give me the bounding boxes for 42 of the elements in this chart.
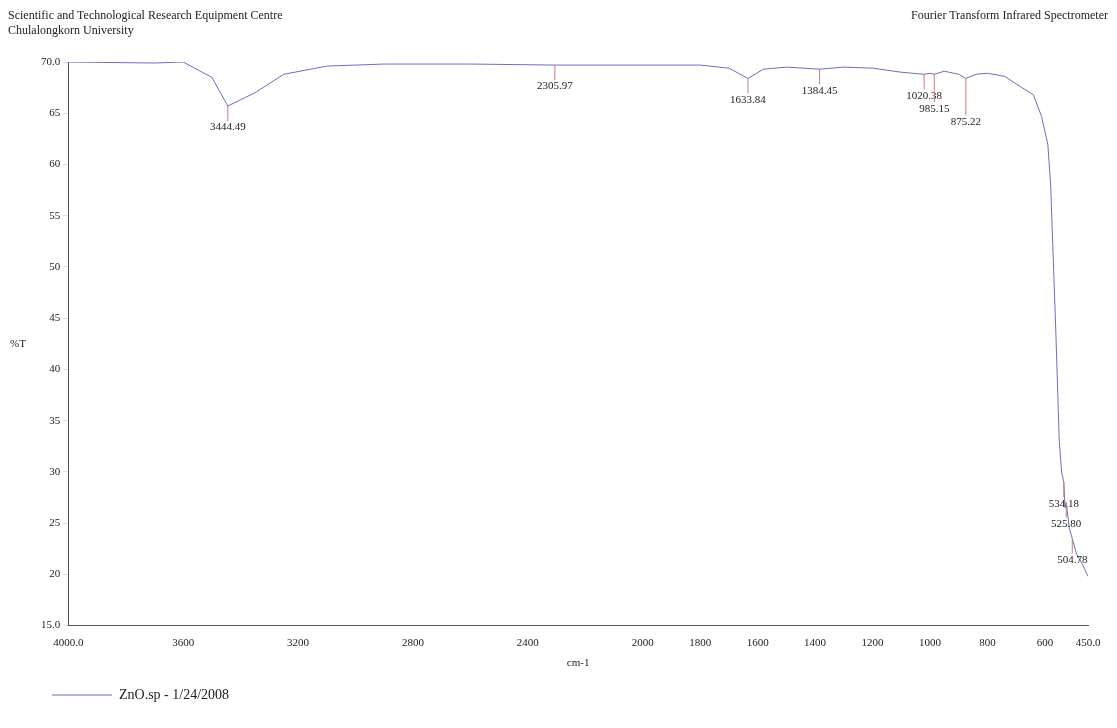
- x-tick-label: 2800: [401, 636, 425, 649]
- y-tick-label: 25: [49, 516, 61, 529]
- x-tick-label: 600: [1036, 636, 1054, 649]
- annotation: 1020.38: [906, 88, 943, 101]
- chart-subtitle: Chulalongkorn University: [8, 23, 135, 38]
- annotation: 504.78: [1057, 552, 1088, 565]
- annotation: 1633.84: [730, 92, 767, 105]
- x-tick-label: 450.0: [1075, 636, 1101, 649]
- annotation: 3444.49: [209, 120, 247, 133]
- x-tick-label: 2400: [516, 636, 540, 649]
- y-tick-label: 35: [49, 413, 61, 426]
- x-axis-title: cm-1: [566, 656, 590, 669]
- chart-title: Scientific and Technological Research Equipment Centre: [8, 8, 283, 23]
- y-tick-label: 70.0: [41, 54, 61, 67]
- annotation: 534.18: [1048, 496, 1080, 509]
- y-axis-title: %T: [10, 336, 27, 349]
- x-tick-label: 1600: [746, 636, 770, 649]
- y-tick-label: 45: [49, 311, 61, 324]
- x-tick-label: 800: [979, 636, 997, 649]
- x-tick-label: 1200: [861, 636, 885, 649]
- annotation: 1384.45: [801, 83, 838, 96]
- y-tick-label: 40: [49, 362, 61, 375]
- y-tick-label: 30: [49, 464, 61, 477]
- y-tick-label: 15.0: [41, 618, 61, 631]
- y-tick-label: 60: [49, 157, 61, 170]
- x-tick-label: 3600: [172, 636, 195, 649]
- annotation: 985.15: [919, 101, 950, 114]
- legend-label: ZnO.sp - 1/24/2008: [119, 686, 230, 702]
- x-tick-label: 3200: [287, 636, 310, 649]
- text: Fourier Transform Infrared Spectrometer: [911, 8, 1108, 23]
- annotation: 2305.97: [536, 79, 574, 92]
- x-tick-label: 2000: [631, 636, 655, 649]
- x-tick-label: 1000: [919, 636, 942, 649]
- y-tick-label: 50: [49, 259, 61, 272]
- y-tick-label: 65: [49, 106, 61, 119]
- x-tick-label: 1800: [689, 636, 712, 649]
- x-tick-label: 1400: [804, 636, 827, 649]
- y-tick-label: 55: [49, 208, 61, 221]
- annotation: 525.80: [1051, 517, 1082, 530]
- y-tick-label: 20: [49, 567, 61, 580]
- annotation: 875.22: [950, 114, 981, 127]
- x-tick-label: 4000.0: [53, 636, 84, 649]
